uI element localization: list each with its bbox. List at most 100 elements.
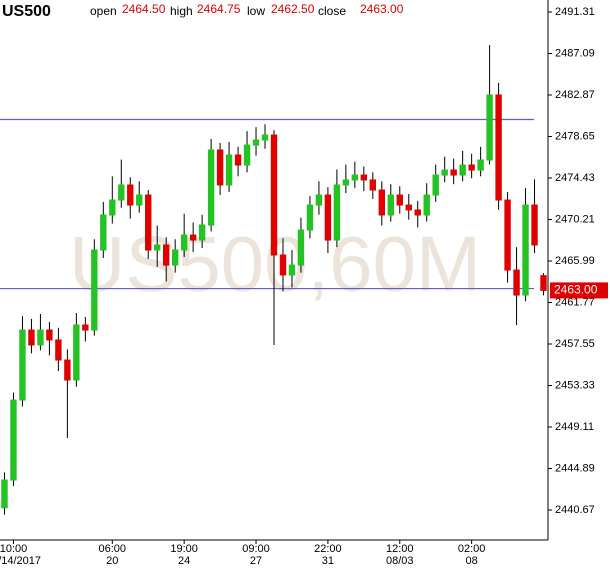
candle-body (540, 275, 547, 291)
y-tick-label: 2487.09 (555, 47, 595, 59)
candle-body (270, 134, 278, 256)
y-tick-label: 2461.77 (555, 296, 595, 308)
candle-body (1, 479, 8, 509)
candle-body (333, 184, 341, 241)
x-tick-label: 19:00 (170, 543, 198, 555)
candle-body (207, 149, 215, 226)
candle-body (522, 204, 529, 296)
candle-body (100, 214, 107, 251)
candle-body (423, 194, 430, 216)
candle-body (486, 94, 493, 161)
candle-body (414, 209, 421, 216)
candle-body (180, 234, 188, 251)
candle-body (477, 159, 484, 171)
candle-body (118, 184, 125, 201)
candle-body (127, 184, 134, 206)
y-tick-label: 2465.99 (555, 255, 595, 267)
candle-body (315, 194, 323, 206)
y-tick-label: 2491.31 (555, 6, 595, 18)
close-label: close (318, 4, 346, 18)
candle-body (396, 194, 403, 206)
price-box (550, 282, 608, 299)
x-tick-date: 24 (178, 555, 190, 567)
y-tick-label: 2474.43 (555, 172, 595, 184)
candle-body (252, 139, 260, 146)
symbol: US500 (2, 3, 51, 20)
candle-body (459, 164, 466, 176)
candle-body (28, 329, 35, 346)
candle-body (531, 204, 538, 246)
candle-body (171, 249, 179, 266)
close-value: 2463.00 (360, 2, 404, 16)
candle-body (450, 169, 457, 176)
candle-body (468, 164, 475, 171)
candle-body (405, 204, 412, 211)
candle-body (351, 174, 359, 181)
candle-body (154, 244, 161, 251)
x-tick-date: 31 (322, 555, 334, 567)
x-tick-label: 02:00 (458, 543, 486, 555)
x-tick-date: 20 (106, 555, 118, 567)
candle-body (234, 154, 242, 166)
candle-body (19, 329, 26, 401)
candle-body (504, 199, 511, 271)
candle-body (91, 249, 98, 331)
candle-body (342, 179, 350, 186)
candle-body (37, 329, 44, 346)
candle-body (10, 399, 17, 481)
candle-body (216, 149, 224, 186)
candle-body (513, 269, 520, 296)
candle-body (306, 204, 314, 231)
candle-body (432, 174, 439, 196)
y-tick-label: 2470.21 (555, 213, 595, 225)
x-tick-label: 22:00 (314, 543, 342, 555)
y-tick-label: 2453.33 (555, 379, 595, 391)
candle-body (297, 229, 305, 266)
x-tick-date: 08/03 (386, 555, 414, 567)
candle-body (73, 324, 80, 381)
y-tick-label: 2444.89 (555, 462, 595, 474)
y-tick-label: 2440.67 (555, 504, 595, 516)
candle-body (55, 339, 62, 361)
open-label: open (90, 4, 117, 18)
candle-body (145, 194, 152, 251)
candle-body (82, 324, 89, 331)
x-tick-label: 06:00 (99, 543, 127, 555)
candle-body (189, 234, 197, 241)
candle-body (163, 244, 170, 266)
candle-body (46, 329, 53, 341)
high-label: high (170, 4, 193, 18)
candle-body (288, 264, 296, 276)
y-tick-label: 2457.55 (555, 338, 595, 350)
candle-body (369, 179, 377, 191)
candle-body (109, 199, 116, 216)
price-label: 2463.00 (554, 283, 598, 297)
x-tick-date: 27 (250, 555, 262, 567)
candle-body (64, 359, 71, 381)
candle-body (360, 174, 368, 181)
low-value: 2462.50 (271, 2, 315, 16)
candle-body (378, 189, 385, 216)
y-tick-label: 2482.87 (555, 89, 595, 101)
high-value: 2464.75 (197, 2, 241, 16)
candle-body (441, 169, 448, 176)
candle-body (198, 224, 206, 241)
candle-body (324, 194, 332, 241)
x-tick-label: 12:00 (386, 543, 414, 555)
open-value: 2464.50 (122, 2, 166, 16)
candle-body (243, 144, 251, 166)
candle-body (279, 254, 287, 276)
x-tick-date: 07/14/2017 (0, 555, 41, 567)
candle-body (136, 194, 143, 206)
candle-body (261, 134, 269, 141)
x-tick-label: 10:00 (0, 543, 27, 555)
y-tick-label: 2449.11 (555, 421, 594, 433)
y-tick-label: 2478.65 (555, 130, 595, 142)
candle-body (495, 94, 502, 201)
candle-body (225, 154, 233, 186)
x-tick-label: 09:00 (242, 543, 270, 555)
x-tick-date: 08 (466, 555, 478, 567)
candle-body (387, 194, 394, 216)
low-label: low (247, 4, 265, 18)
